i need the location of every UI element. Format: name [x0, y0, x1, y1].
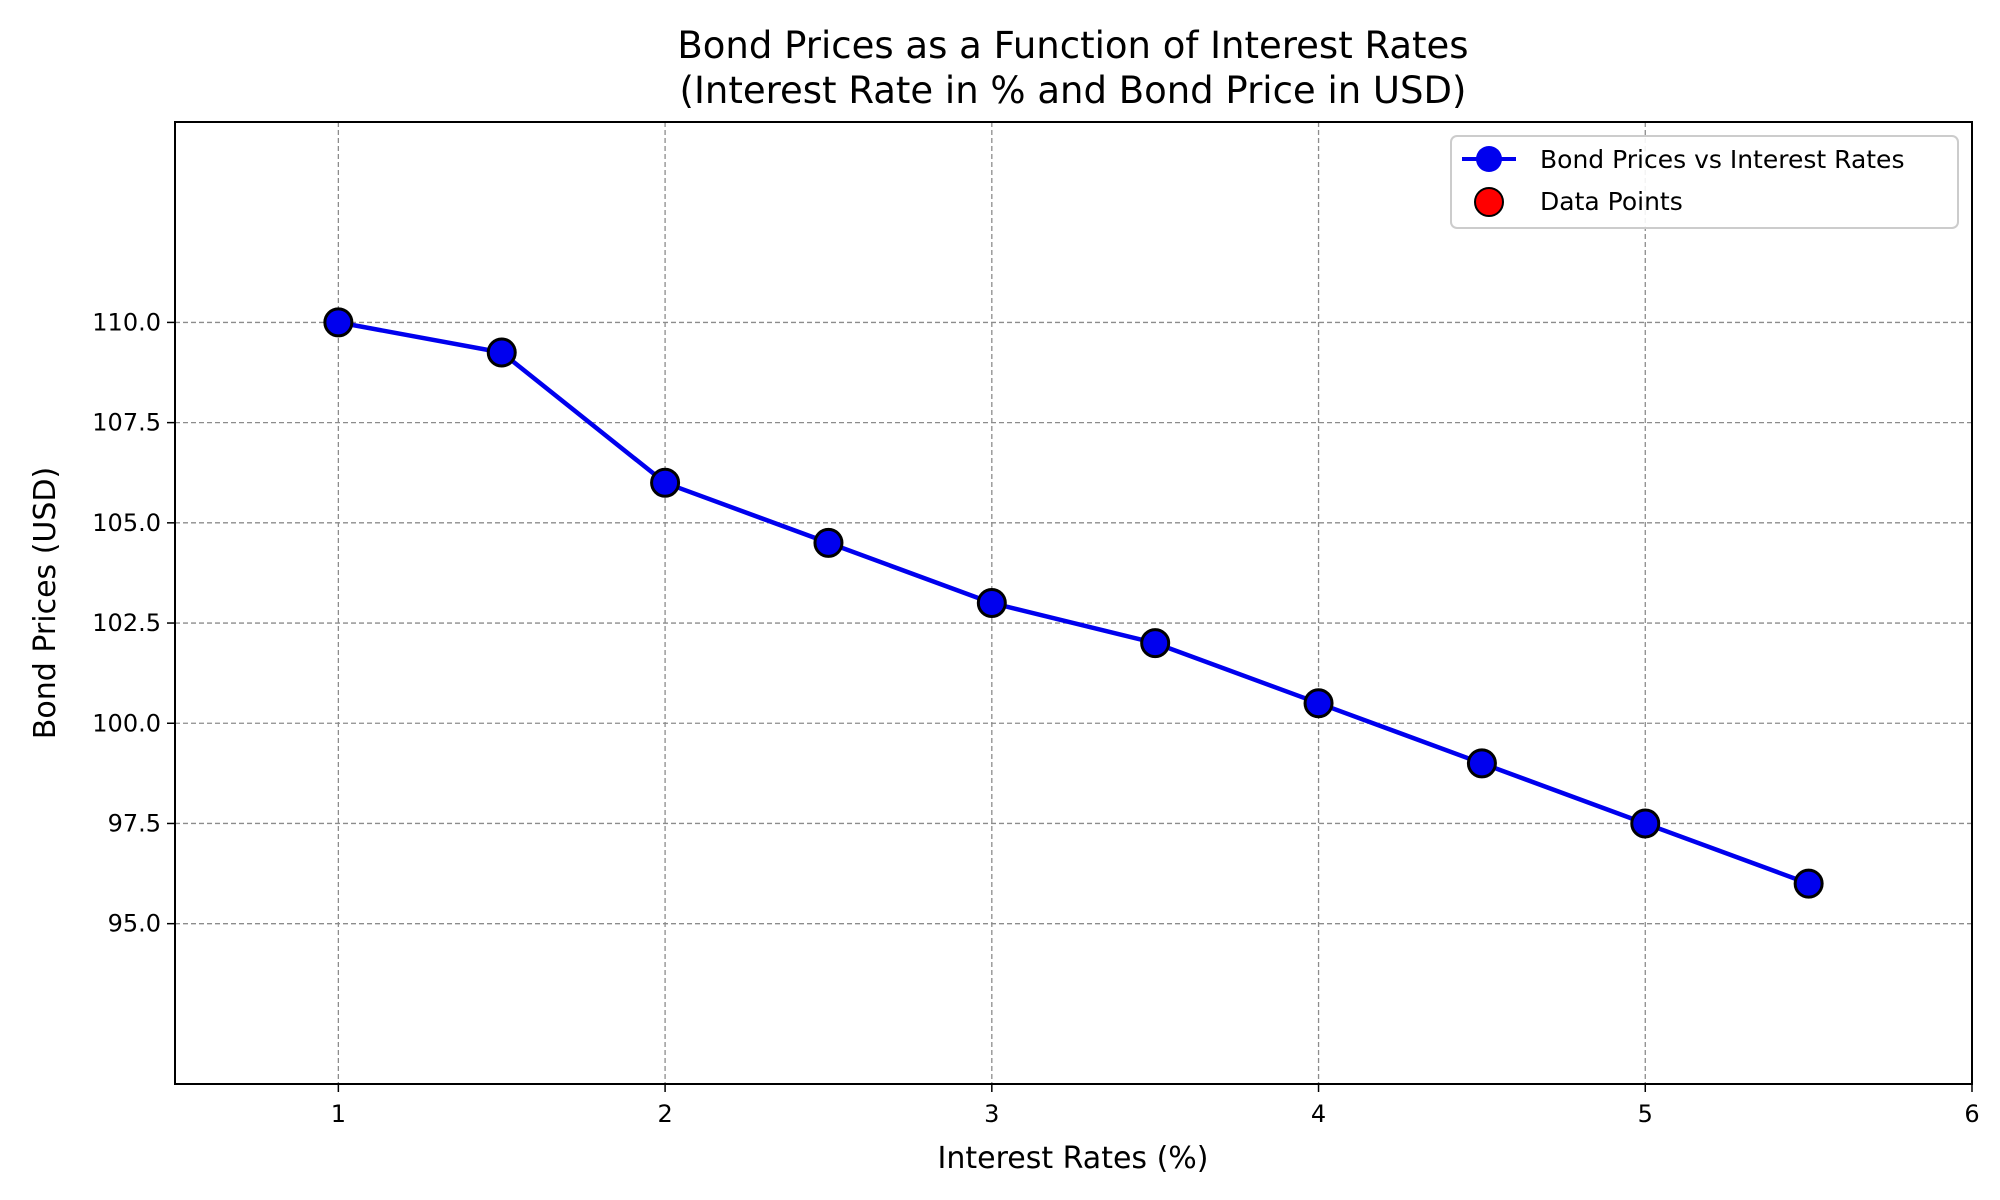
x-tick-label: 1 [331, 1100, 346, 1128]
y-tick-label: 105.0 [92, 509, 161, 537]
legend-label-line: Bond Prices vs Interest Rates [1540, 145, 1904, 174]
line-marker-point [324, 308, 353, 337]
x-axis-label: Interest Rates (%) [937, 1141, 1208, 1176]
legend-label-scatter: Data Points [1540, 187, 1683, 216]
line-marker-point [1467, 749, 1496, 778]
y-axis-label: Bond Prices (USD) [28, 467, 63, 739]
x-tick-label: 6 [1964, 1100, 1979, 1128]
x-tick-label: 4 [1311, 1100, 1326, 1128]
line-marker-point [977, 589, 1006, 617]
line-marker-point [1631, 809, 1660, 838]
x-tick-label: 2 [657, 1100, 672, 1128]
grid [175, 122, 1973, 1084]
legend: Bond Prices vs Interest Rates Data Point… [1450, 135, 1959, 229]
x-tick-label: 5 [1638, 1100, 1653, 1128]
y-tick-label: 107.5 [92, 409, 161, 437]
line-marker-point [651, 468, 680, 497]
plot-frame [174, 121, 1973, 1085]
x-axis: 1 2 3 4 5 6 [331, 1084, 1980, 1128]
line-marker-point [1794, 869, 1823, 898]
y-tick-label: 102.5 [92, 609, 161, 637]
chart-subtitle: (Interest Rate in % and Bond Price in US… [680, 69, 1467, 112]
line-marker-point [814, 528, 843, 557]
plot-area [323, 307, 1824, 899]
line-marker-point [1304, 689, 1333, 718]
y-axis: 95.0 97.5 100.0 102.5 105.0 107.5 110.0 [92, 308, 175, 938]
y-tick-label: 100.0 [92, 709, 161, 737]
x-tick-label: 3 [984, 1100, 999, 1128]
series-line [337, 320, 1810, 886]
line-marker-point [487, 338, 516, 367]
legend-line-marker [1476, 146, 1502, 172]
legend-scatter-marker [1474, 187, 1504, 217]
chart-title: Bond Prices as a Function of Interest Ra… [677, 24, 1468, 67]
line-marker-point [1141, 629, 1170, 658]
legend-box [1450, 135, 1959, 229]
y-tick-label: 110.0 [92, 308, 161, 336]
y-tick-label: 97.5 [108, 809, 161, 837]
y-tick-label: 95.0 [108, 910, 161, 938]
